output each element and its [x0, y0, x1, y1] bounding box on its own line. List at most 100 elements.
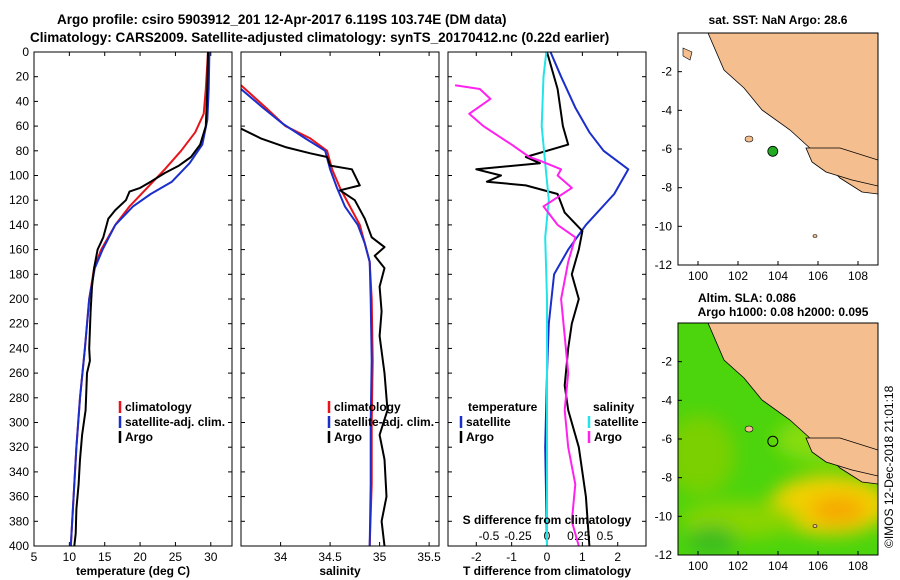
map-x-tick-label: 104	[768, 269, 788, 283]
map-y-tick-label: -4	[661, 393, 672, 407]
y-tick-label: 300	[9, 416, 29, 430]
legend-t-argo: Argo	[466, 430, 494, 444]
difference-x2label: S difference from climatology	[463, 513, 632, 527]
series-line-t-satellite	[544, 52, 630, 546]
map-y-tick-label: -10	[655, 219, 673, 233]
sst-map: 100 102 104 106 108 -2 -4 -6 -8 -10 -12	[655, 32, 879, 283]
y-tick-label: 20	[16, 70, 30, 84]
series-line-s-argo	[454, 84, 580, 546]
legend-climatology: climatology	[125, 400, 192, 414]
x-tick-label: 34.5	[318, 550, 342, 564]
y-tick-label: 120	[9, 193, 29, 207]
series-line-satellite-adj-clim-	[241, 88, 373, 546]
island-small-2	[744, 135, 754, 143]
difference-panel: -2 -1 0 1 2-0.5 -0.25 0 0.25 0.5	[447, 51, 647, 564]
x-tick-label: -2	[471, 550, 482, 564]
series-line-argo	[241, 127, 389, 546]
y-tick-label: 400	[9, 539, 29, 553]
y-tick-label: 320	[9, 440, 29, 454]
y-tick-label: 100	[9, 169, 29, 183]
y-tick-label: 380	[9, 514, 29, 528]
series-group	[69, 52, 211, 546]
series-line-argo	[73, 52, 209, 546]
salinity-xlabel: salinity	[319, 564, 361, 578]
x2-tick-label: 0.5	[597, 529, 614, 543]
x-tick-label: 30	[204, 550, 218, 564]
difference-xlabel: T difference from climatology	[463, 564, 631, 578]
x-tick-label: 0	[544, 550, 551, 564]
y-tick-label: 260	[9, 366, 29, 380]
map-x-tick-label: 100	[688, 559, 708, 573]
series-line-climatology	[241, 84, 374, 546]
y-tick-label: 180	[9, 267, 29, 281]
x-tick-label: 35.5	[417, 550, 441, 564]
x-tick-label: 5	[31, 550, 38, 564]
map-y-tick-label: -2	[661, 355, 672, 369]
x-tick-label: 1	[579, 550, 586, 564]
map-x-tick-label: 108	[848, 269, 868, 283]
map-y-tick-label: -6	[661, 432, 672, 446]
map-y-tick-label: -8	[661, 471, 672, 485]
x-tick-label: 10	[63, 550, 77, 564]
imos-credit: ©IMOS 12-Dec-2018 21:01:18	[882, 385, 896, 548]
sla-java-land	[805, 437, 878, 477]
sla-map: 100 102 104 106 108 -2 -4 -6 -8 -10 -12	[655, 322, 879, 573]
y-tick-label: 80	[16, 144, 30, 158]
x-tick-label: -1	[506, 550, 517, 564]
legend-satellite-adj: satellite-adj. clim.	[334, 415, 434, 429]
x-tick-label: 25	[169, 550, 183, 564]
series-line-s-satellite	[540, 52, 550, 546]
series-line-satellite-adj-clim-	[69, 52, 211, 546]
map-x-tick-label: 102	[728, 269, 748, 283]
argo-float-marker	[767, 435, 779, 447]
y-tick-label: 360	[9, 490, 29, 504]
y-tick-label: 40	[16, 94, 30, 108]
island-small-3	[812, 234, 818, 238]
x-tick-label: 34	[274, 550, 288, 564]
map-y-tick-label: -2	[661, 65, 672, 79]
legend-climatology: climatology	[334, 400, 401, 414]
x-tick-label: 2	[614, 550, 621, 564]
map-y-tick-label: -12	[655, 548, 673, 562]
x2-tick-label: -0.25	[504, 529, 532, 543]
map-x-tick-label: 100	[688, 269, 708, 283]
legend-argo: Argo	[125, 430, 153, 444]
y-tick-label: 200	[9, 292, 29, 306]
title-line1: Argo profile: csiro 5903912_201 12-Apr-2…	[57, 12, 506, 27]
sla-map-field	[678, 323, 878, 555]
plot-frame	[447, 51, 647, 547]
x-tick-label: 15	[98, 550, 112, 564]
y-tick-label: 0	[22, 45, 29, 59]
y-tick-label: 140	[9, 218, 29, 232]
y-tick-label: 160	[9, 243, 29, 257]
difference-legend: temperature satellite Argo salinity sate…	[459, 400, 639, 444]
map-sst-title: sat. SST: NaN Argo: 28.6	[709, 13, 848, 27]
series-group	[454, 52, 630, 546]
plot-frame	[33, 51, 233, 547]
map-y-tick-label: -12	[655, 258, 673, 272]
map-sla-subtitle: Argo h1000: 0.08 h2000: 0.095	[698, 305, 869, 319]
map-sla-title: Altim. SLA: 0.086	[698, 291, 796, 305]
temperature-panel: 0 20 40 60 80 100 120 140 160 180 200 220 240 260 280 3…	[9, 45, 233, 564]
argo-float-marker	[767, 145, 779, 157]
y-tick-label: 240	[9, 341, 29, 355]
temperature-xlabel: temperature (deg C)	[76, 564, 190, 578]
map-x-tick-label: 106	[808, 269, 828, 283]
series-group	[241, 84, 389, 546]
y-tick-label: 220	[9, 317, 29, 331]
map-x-tick-label: 108	[848, 559, 868, 573]
sla-island-small-1	[744, 425, 754, 433]
legend-s-satellite: satellite	[594, 415, 639, 429]
map-x-tick-label: 102	[728, 559, 748, 573]
salinity-panel: 34 34.5 35 35.5	[240, 51, 441, 564]
plot-frame	[240, 51, 440, 547]
x-tick-label: 35	[373, 550, 387, 564]
legend-salinity-title: salinity	[593, 400, 635, 414]
legend-s-argo: Argo	[594, 430, 622, 444]
map-y-tick-label: -8	[661, 181, 672, 195]
map-x-tick-label: 104	[768, 559, 788, 573]
sla-island-small-2	[812, 524, 818, 528]
island-small-1	[682, 47, 693, 61]
title-line2: Climatology: CARS2009. Satellite-adjuste…	[30, 30, 609, 45]
